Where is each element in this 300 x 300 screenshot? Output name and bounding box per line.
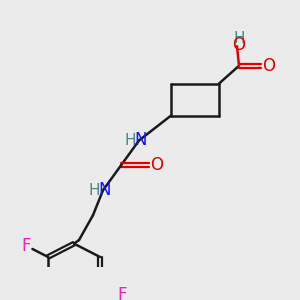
Text: N: N [99, 181, 111, 199]
Text: H: H [124, 133, 136, 148]
Text: F: F [117, 286, 126, 300]
Text: H: H [88, 183, 100, 198]
Text: H: H [233, 31, 245, 46]
Text: O: O [151, 156, 164, 174]
Text: O: O [262, 57, 275, 75]
Text: N: N [135, 131, 147, 149]
Text: O: O [232, 36, 245, 54]
Text: F: F [22, 237, 31, 255]
